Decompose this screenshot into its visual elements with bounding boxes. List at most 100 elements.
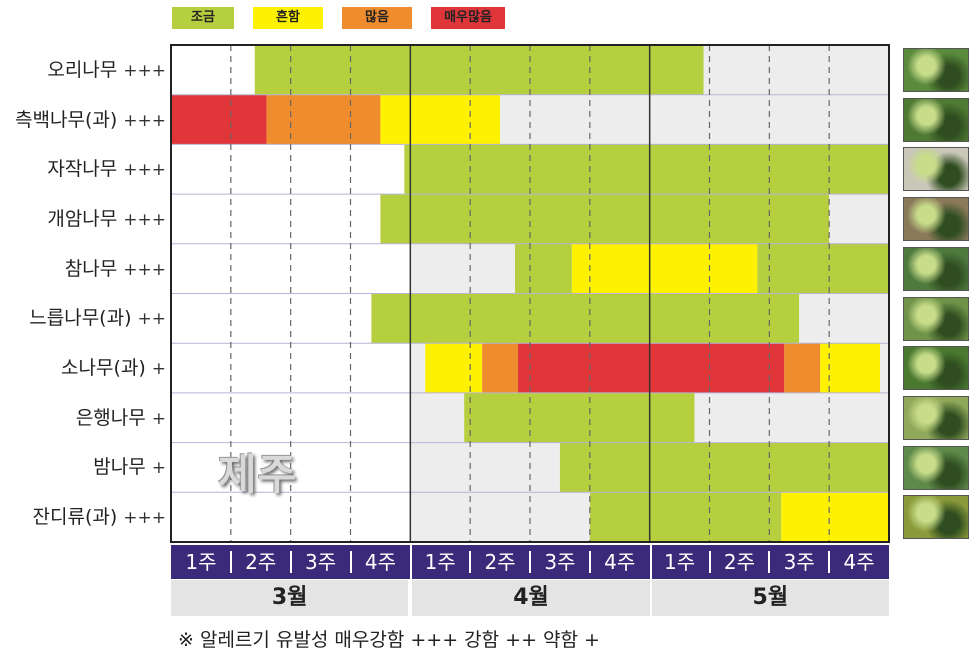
- allergy-level: ++: [137, 309, 167, 330]
- pollen-segment: [425, 343, 483, 393]
- allergy-level: +++: [123, 160, 166, 181]
- pollen-segment: [404, 144, 889, 195]
- pollen-segment: [799, 293, 889, 344]
- alder-leaves-icon: [903, 48, 969, 92]
- pollen-segment: [254, 45, 704, 95]
- pollen-segment: [266, 94, 381, 145]
- pollen-segment: [694, 392, 889, 443]
- week-separator: [768, 551, 771, 573]
- pollen-segment: [784, 343, 821, 393]
- allergy-level: +++: [123, 508, 166, 529]
- plant-name: 참나무: [64, 257, 118, 280]
- legend-item: 많음: [342, 7, 412, 29]
- pollen-segment: [781, 492, 889, 542]
- week-separator: [828, 551, 831, 573]
- week-separator: [229, 551, 232, 573]
- allergy-level: +: [151, 359, 166, 380]
- week-separator: [349, 551, 352, 573]
- plant-label: 느릅나무(과) ++: [0, 306, 166, 331]
- pollen-segment: [703, 45, 889, 95]
- pollen-segment: [380, 194, 830, 244]
- pollen-segment: [171, 194, 381, 244]
- allergy-level: +++: [123, 259, 166, 280]
- birch-trunks-icon: [903, 147, 969, 192]
- plant-label: 밤나무 +: [0, 455, 166, 480]
- chestnut-leaves-icon: [903, 445, 969, 490]
- week-separator: [529, 551, 531, 573]
- pollen-segment: [589, 492, 782, 542]
- plant-name: 잔디류(과): [32, 506, 118, 529]
- chart-frame: [170, 44, 890, 543]
- pollen-segment: [820, 343, 881, 393]
- cypress-branch-icon: [903, 97, 969, 142]
- month-label: 3월: [171, 580, 409, 616]
- plant-name: 느릅나무(과): [29, 307, 132, 330]
- pollen-segment: [410, 492, 590, 542]
- plant-label: 은행나무 +: [0, 406, 166, 431]
- pollen-segment: [518, 343, 785, 393]
- pollen-segment: [410, 442, 560, 493]
- legend-item: 조금: [172, 7, 234, 29]
- allergy-level: +++: [123, 110, 166, 131]
- plant-label: 소나무(과) +: [0, 356, 166, 381]
- week-label: 4주: [364, 550, 396, 574]
- plant-name: 개암나무: [47, 207, 118, 230]
- pollen-segment: [171, 293, 372, 344]
- pollen-segment: [464, 392, 695, 443]
- pollen-segment: [829, 194, 889, 244]
- week-label: 2주: [723, 550, 755, 574]
- ginkgo-leaves-icon: [903, 395, 969, 440]
- plant-name: 오리나무: [47, 58, 118, 81]
- pollen-segment: [757, 243, 889, 294]
- plant-label: 측백나무(과) +++: [0, 108, 166, 133]
- week-label: 3주: [544, 550, 576, 574]
- plant-label: 잔디류(과) +++: [0, 505, 166, 530]
- pollen-segment: [410, 343, 426, 393]
- week-separator: [708, 551, 711, 573]
- elm-twig-icon: [903, 296, 969, 341]
- week-separator: [289, 551, 292, 573]
- plant-name: 은행나무: [75, 406, 146, 429]
- pine-cone-icon: [903, 346, 969, 391]
- pollen-segment: [410, 392, 465, 443]
- week-label: 1주: [424, 550, 456, 574]
- week-axis: 1주 2주 3주 4주 1주 2주 3주 4주 1주 2주 3주 4주: [171, 545, 889, 579]
- allergy-level: +: [151, 408, 166, 429]
- legend-item: 매우많음: [431, 7, 505, 29]
- pollen-segment: [171, 45, 255, 95]
- legend-item: 흔함: [253, 7, 323, 29]
- pollen-segment: [559, 442, 889, 493]
- week-label: 4주: [843, 550, 875, 574]
- allergy-level: +++: [123, 209, 166, 230]
- week-label: 2주: [484, 550, 516, 574]
- pollen-segment: [410, 243, 516, 294]
- pollen-segment: [171, 94, 267, 145]
- week-label: 3주: [783, 550, 815, 574]
- hazel-catkin-icon: [903, 197, 969, 242]
- plant-label: 자작나무 +++: [0, 157, 166, 182]
- allergy-level: +++: [123, 60, 166, 81]
- pollen-segment: [500, 94, 650, 145]
- allergy-note: ※ 알레르기 유발성 매우강함 +++ 강함 ++ 약함 +: [178, 629, 600, 651]
- pollen-segment: [880, 343, 889, 393]
- month-label: 5월: [651, 580, 889, 616]
- pollen-segment: [571, 243, 758, 294]
- plant-name: 측백나무(과): [15, 108, 118, 131]
- plant-label: 참나무 +++: [0, 257, 166, 282]
- pollen-segment: [371, 293, 800, 344]
- week-label: 1주: [664, 550, 696, 574]
- week-label: 4주: [604, 550, 636, 574]
- grass-field-icon: [903, 495, 969, 540]
- week-label: 3주: [305, 550, 337, 574]
- plant-name: 밤나무: [93, 456, 146, 479]
- pollen-segment: [482, 343, 519, 393]
- allergy-level: +: [151, 458, 166, 479]
- plant-label: 개암나무 +++: [0, 207, 166, 232]
- plant-name: 소나무(과): [61, 357, 146, 380]
- week-separator: [469, 551, 472, 573]
- month-label: 4월: [412, 580, 650, 616]
- plant-name: 자작나무: [47, 158, 118, 181]
- pollen-segment: [380, 94, 501, 145]
- plant-label: 오리나무 +++: [0, 58, 166, 83]
- region-label: 제주: [218, 450, 298, 499]
